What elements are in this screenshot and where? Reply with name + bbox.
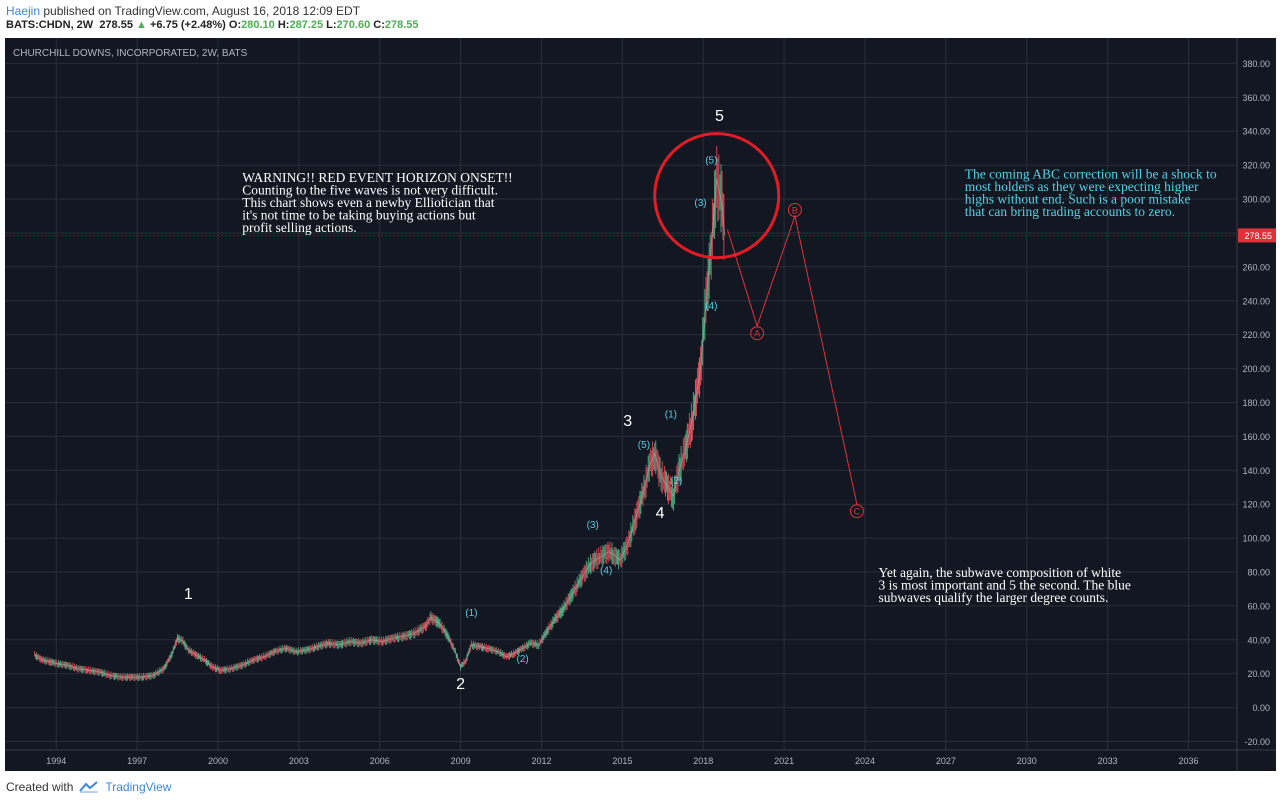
- y-tick-label: 120.00: [1242, 500, 1270, 510]
- wave-label-cyan: (4): [705, 301, 717, 312]
- y-tick-label: 260.00: [1242, 262, 1270, 272]
- annotation-note-line: profit selling actions.: [242, 220, 356, 235]
- last-price-tag: [1238, 228, 1276, 243]
- y-tick-label: 240.00: [1242, 296, 1270, 306]
- low-label: L:: [326, 19, 337, 31]
- author-link[interactable]: Haejin: [6, 4, 41, 18]
- change-up-arrow-icon: ▲: [136, 19, 147, 31]
- x-tick-label: 1994: [46, 756, 66, 766]
- annotation-note-line: most holders as they were expecting high…: [965, 179, 1199, 194]
- chart-background: [5, 38, 1276, 771]
- price-change: +6.75 (+2.48%): [149, 19, 226, 31]
- projection-label-c: C: [854, 507, 861, 517]
- y-tick-label: -20.00: [1244, 737, 1270, 747]
- x-tick-label: 2003: [289, 756, 309, 766]
- x-tick-label: 2036: [1178, 756, 1198, 766]
- annotation-note-line: it's not time to be taking buying action…: [242, 208, 476, 223]
- publish-info: Haejin published on TradingView.com, Aug…: [6, 4, 360, 18]
- last-price-label: 278.55: [1244, 231, 1272, 241]
- annotation-note-line: 3 is most important and 5 the second. Th…: [878, 578, 1130, 593]
- projection-point-b: [787, 203, 802, 217]
- open-value: 280.10: [241, 19, 275, 31]
- wave-label-cyan: (1): [665, 410, 677, 421]
- wave-label-cyan: (3): [694, 198, 706, 209]
- y-tick-label: 100.00: [1242, 534, 1270, 544]
- price-line: [34, 178, 726, 678]
- annotation-note-line: Counting to the five waves is not very d…: [242, 183, 498, 198]
- x-tick-label: 2015: [612, 756, 632, 766]
- y-tick-label: 60.00: [1247, 601, 1270, 611]
- wave-label-cyan: (5): [638, 440, 650, 451]
- wave-label-cyan: (1): [465, 608, 477, 619]
- y-tick-label: 200.00: [1242, 364, 1270, 374]
- created-with-label: Created with: [6, 780, 74, 794]
- annotation-note-line: subwaves qualify the larger degree count…: [878, 590, 1108, 605]
- close-value: 278.55: [384, 19, 419, 31]
- projection-label-b: B: [792, 206, 798, 216]
- footer: Created with TradingView: [6, 780, 171, 794]
- projection-point-c: [849, 504, 864, 519]
- projection-label-a: A: [754, 329, 760, 339]
- last-price: 278.55: [99, 19, 133, 31]
- high-value: 287.25: [289, 19, 324, 31]
- annotation-note-line: WARNING!! RED EVENT HORIZON ONSET!!: [242, 170, 512, 185]
- wave-label-cyan: (2): [670, 476, 682, 487]
- chart-title: CHURCHILL DOWNS, INCORPORATED, 2W, BATS: [13, 48, 248, 59]
- y-tick-label: 180.00: [1242, 398, 1270, 408]
- y-tick-label: 220.00: [1242, 330, 1270, 340]
- low-value: 270.60: [336, 19, 371, 31]
- projection-point-a: [750, 326, 765, 341]
- wave-label-white: 5: [715, 108, 724, 125]
- wave-label-white: 3: [623, 413, 632, 430]
- y-tick-label: 20.00: [1247, 669, 1270, 679]
- publish-text: published on TradingView.com, August 16,…: [43, 4, 361, 18]
- wave-label-cyan: (3): [587, 520, 599, 531]
- y-tick-label: 360.00: [1242, 93, 1270, 103]
- annotation-note-line: that can bring trading accounts to zero.: [965, 204, 1175, 219]
- annotation-note-line: Yet again, the subwave composition of wh…: [878, 565, 1121, 580]
- wave-label-white: 1: [184, 586, 193, 603]
- x-tick-label: 2033: [1098, 756, 1118, 766]
- x-tick-label: 2012: [531, 756, 551, 766]
- x-tick-label: 2024: [855, 756, 875, 766]
- y-tick-label: 340.00: [1242, 127, 1270, 137]
- x-tick-label: 2000: [208, 756, 228, 766]
- highlight-circle: [653, 132, 781, 260]
- x-tick-label: 2018: [693, 756, 713, 766]
- close-label: C:: [373, 19, 385, 31]
- wave-label-cyan: (2): [516, 654, 528, 665]
- annotation-note-line: The coming ABC correction will be a shoc…: [965, 167, 1217, 182]
- wave-label-white: 2: [456, 676, 465, 693]
- chart-panel[interactable]: -20.00 0.00 20.00 40.00 60.00 80.00 100.00 120.…: [5, 38, 1276, 771]
- price-chart[interactable]: -20.00 0.00 20.00 40.00 60.00 80.00 100.00 120.…: [5, 38, 1276, 771]
- x-tick-label: 1997: [127, 756, 147, 766]
- x-tick-label: 2030: [1017, 756, 1037, 766]
- y-tick-label: 0.00: [1252, 703, 1270, 713]
- y-tick-label: 380.00: [1242, 59, 1270, 69]
- open-label: O:: [228, 19, 242, 31]
- x-tick-label: 2021: [774, 756, 794, 766]
- wave-label-white: 4: [656, 505, 665, 522]
- wave-label-cyan: (4): [600, 566, 612, 577]
- x-tick-label: 2006: [370, 756, 390, 766]
- x-tick-label: 2027: [936, 756, 956, 766]
- y-tick-label: 320.00: [1242, 161, 1270, 171]
- x-tick-label: 2009: [451, 756, 471, 766]
- tradingview-logo-icon: [79, 781, 99, 793]
- high-label: H:: [277, 19, 290, 31]
- projection-path: [727, 214, 858, 505]
- symbol-bar: BATS:CHDN, 2W 278.55 ▲ +6.75 (+2.48%) O:…: [6, 19, 419, 31]
- y-tick-label: 300.00: [1242, 195, 1270, 205]
- annotation-note-line: This chart shows even a newby Ellioticia…: [242, 195, 495, 210]
- y-tick-label: 140.00: [1242, 466, 1270, 476]
- wave-label-cyan: (5): [705, 155, 717, 166]
- y-tick-label: 80.00: [1247, 568, 1270, 578]
- y-tick-label: 160.00: [1242, 432, 1270, 442]
- symbol-label: BATS:CHDN, 2W: [6, 19, 94, 31]
- annotation-note-line: highs without end. Such is a poor mistak…: [965, 192, 1191, 207]
- y-tick-label: 40.00: [1247, 635, 1270, 645]
- tradingview-link[interactable]: TradingView: [105, 780, 172, 794]
